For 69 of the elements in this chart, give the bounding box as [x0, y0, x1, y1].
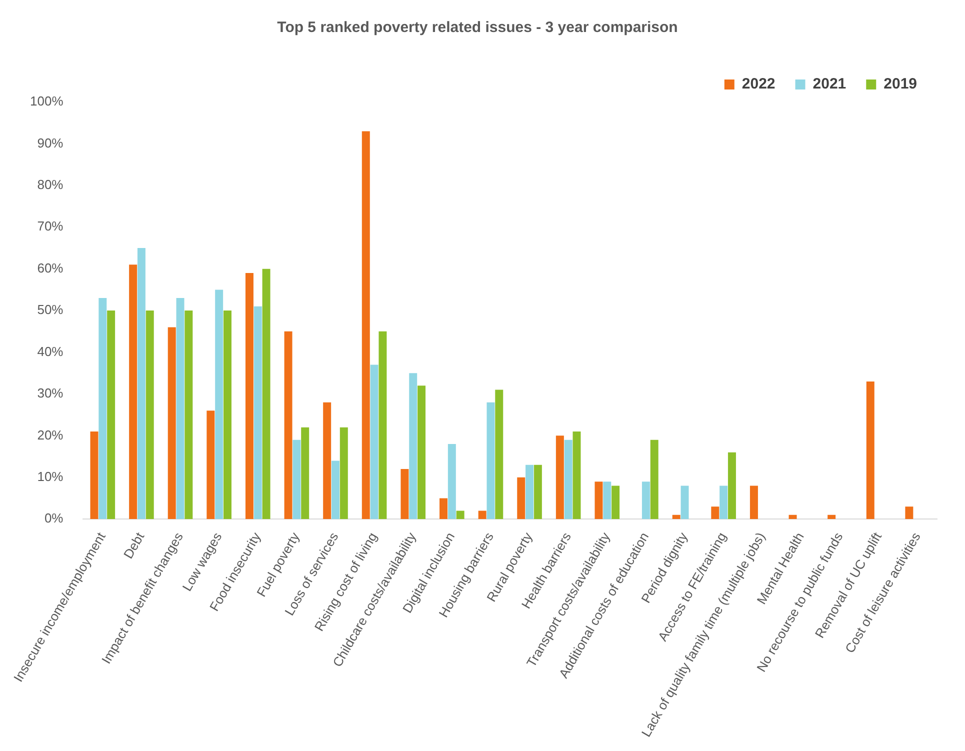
y-tick-label: 0% [44, 510, 64, 526]
bar [206, 410, 215, 520]
bar [107, 310, 116, 520]
bar [905, 506, 914, 520]
bar [720, 486, 728, 520]
y-tick-label: 60% [37, 260, 64, 276]
bar [400, 469, 409, 520]
y-tick-label: 90% [37, 135, 64, 150]
bar [828, 514, 836, 520]
chart-title: Top 5 ranked poverty related issues - 3 year comparison [277, 19, 678, 36]
bar [672, 514, 680, 520]
bar [168, 327, 176, 520]
bar [788, 514, 797, 520]
bar [129, 264, 138, 520]
bar [146, 310, 154, 520]
bar [245, 273, 254, 520]
y-tick-label: 10% [37, 468, 64, 484]
bar [292, 440, 301, 520]
bar [184, 310, 193, 520]
bar [98, 298, 107, 520]
bar [603, 482, 612, 520]
bar [486, 402, 495, 520]
bar [594, 482, 603, 520]
bar [448, 444, 456, 520]
bar [572, 432, 581, 520]
bar [750, 486, 758, 520]
bar [362, 131, 370, 520]
bar [262, 268, 270, 520]
bar [440, 498, 448, 520]
bar [323, 402, 332, 520]
y-tick-label: 40% [37, 344, 64, 359]
bar [478, 510, 486, 520]
legend-label: 2019 [884, 76, 918, 93]
bar [456, 510, 464, 520]
bar [526, 464, 534, 520]
bar [495, 390, 504, 520]
bar [650, 440, 658, 520]
bar [340, 427, 348, 520]
bar [176, 298, 184, 520]
bar [534, 464, 542, 520]
bar [711, 506, 720, 520]
bar [728, 452, 736, 520]
bar [680, 486, 689, 520]
legend-label: 2021 [812, 76, 846, 93]
bar [254, 306, 262, 520]
bar [332, 460, 340, 520]
bar [223, 310, 232, 520]
bar [90, 432, 98, 520]
y-tick-label: 80% [37, 177, 64, 192]
bar [517, 477, 526, 520]
bar [642, 482, 650, 520]
bar [564, 440, 572, 520]
bar [378, 331, 387, 520]
legend-label: 2022 [742, 76, 776, 93]
bar [215, 290, 224, 520]
bar [137, 248, 146, 520]
bar [866, 381, 874, 520]
bar [556, 436, 564, 520]
y-tick-label: 30% [37, 386, 64, 401]
bar [409, 373, 418, 520]
bar [301, 427, 310, 520]
bar [370, 364, 378, 520]
y-tick-label: 20% [37, 427, 64, 442]
bar [418, 386, 426, 520]
bar [284, 331, 292, 520]
y-tick-label: 70% [37, 218, 64, 234]
y-tick-label: 50% [37, 302, 64, 318]
y-tick-label: 100% [30, 94, 64, 109]
bar [612, 486, 620, 520]
